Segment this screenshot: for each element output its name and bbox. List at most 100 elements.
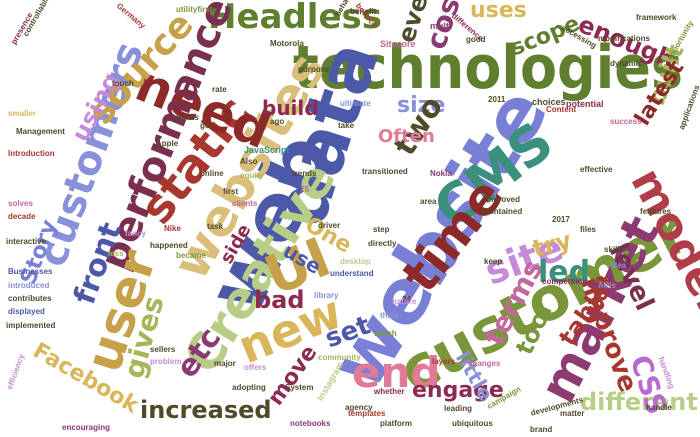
word-equity: equity bbox=[240, 171, 264, 180]
word-templates: templates bbox=[348, 409, 386, 418]
word-potential: potential bbox=[566, 99, 604, 109]
word-adopting: adopting bbox=[232, 383, 266, 392]
word-platform: platform bbox=[380, 419, 412, 428]
word-good: good bbox=[466, 35, 486, 44]
word-bad: bad bbox=[254, 286, 305, 314]
word-area: area bbox=[420, 197, 437, 206]
word-2017: 2017 bbox=[552, 215, 570, 224]
word-engage: engage bbox=[412, 378, 504, 403]
word-24: 24 bbox=[402, 295, 411, 304]
word-solves: solves bbox=[8, 199, 33, 208]
word-features: features bbox=[640, 207, 672, 216]
word-increased: increased bbox=[140, 396, 272, 424]
word-uses: uses bbox=[470, 0, 527, 23]
word-displayed: displayed bbox=[8, 307, 45, 316]
word-efficiency: efficiency bbox=[5, 352, 27, 391]
word-keep: keep bbox=[484, 257, 503, 266]
word-end: end bbox=[352, 348, 441, 397]
word-transitioned: transitioned bbox=[362, 167, 408, 176]
word-improved: improved bbox=[484, 195, 521, 204]
word-offers: offers bbox=[244, 363, 267, 372]
word-leading: leading bbox=[444, 404, 473, 413]
word-fancy: fancy bbox=[125, 229, 146, 238]
word-brand: brand bbox=[530, 425, 553, 434]
word-sellers: sellers bbox=[150, 345, 176, 354]
word-management: Management bbox=[16, 127, 65, 136]
word-competition: competition bbox=[542, 277, 588, 286]
word-idea: idea bbox=[610, 261, 627, 270]
word-apis: APIs bbox=[598, 281, 616, 290]
word-major: major bbox=[214, 359, 236, 368]
word-notebooks: notebooks bbox=[290, 419, 331, 428]
word-changes: changes bbox=[468, 359, 501, 368]
word-ago: ago bbox=[270, 117, 285, 126]
word-online: online bbox=[200, 169, 224, 178]
word-driver: driver bbox=[318, 221, 341, 230]
word-different: different bbox=[580, 388, 698, 416]
word-success: success bbox=[610, 117, 642, 126]
word-clients: clients bbox=[232, 199, 258, 208]
word-implemented: implemented bbox=[6, 321, 56, 330]
word-75: 75 bbox=[300, 185, 309, 194]
word-maintained: maintained bbox=[480, 207, 523, 216]
word-interactive: interactive bbox=[6, 237, 47, 246]
word-apple: Apple bbox=[156, 139, 179, 148]
word-2011: 2011 bbox=[488, 95, 506, 104]
word-rate: rate bbox=[212, 85, 227, 94]
word-desktop: desktop bbox=[340, 257, 371, 266]
word-contributes: contributes bbox=[8, 294, 52, 303]
word-size: size bbox=[397, 93, 446, 118]
word-system: System bbox=[285, 383, 314, 392]
word-ultimate: ultimate bbox=[340, 99, 371, 108]
word-headless: Headless bbox=[208, 0, 382, 37]
word-layers: layers bbox=[432, 357, 456, 366]
word-often: Often bbox=[378, 126, 435, 147]
word-step: step bbox=[373, 225, 390, 234]
word-watch: watch bbox=[374, 329, 397, 338]
word-think: think bbox=[380, 311, 400, 320]
word-benefit: benefit bbox=[350, 7, 377, 16]
word-multi: multi bbox=[430, 21, 452, 31]
word-nike: Nike bbox=[164, 224, 181, 233]
word-framework: framework bbox=[636, 13, 677, 22]
word-technologies: technologies bbox=[293, 33, 683, 103]
word-whether: whether bbox=[374, 387, 405, 396]
word-nokia: Nokia bbox=[430, 169, 452, 178]
word-task: task bbox=[207, 222, 224, 231]
word-motorola: Motorola bbox=[270, 39, 304, 48]
word-take: take bbox=[338, 121, 355, 130]
word-germany: Germany bbox=[114, 1, 148, 31]
word-agency: agency bbox=[345, 403, 373, 412]
word-trends: trends bbox=[292, 169, 317, 178]
word-nature: nature bbox=[392, 297, 417, 306]
word-became: became bbox=[176, 251, 206, 260]
word-build: build bbox=[262, 96, 319, 120]
word-files: files bbox=[580, 225, 597, 234]
word-encouraging: encouraging bbox=[62, 423, 111, 432]
word-ubiquitous: ubiquitous bbox=[452, 419, 493, 428]
word-library: library bbox=[314, 291, 339, 300]
word-problem: problem bbox=[150, 357, 182, 366]
word-makes: makes bbox=[174, 113, 199, 122]
word-choices: choices bbox=[532, 97, 566, 107]
word-go: go bbox=[200, 121, 210, 130]
word-skills: skills bbox=[604, 245, 625, 254]
word-introduced: introduced bbox=[8, 281, 50, 290]
word-touch: touch bbox=[112, 79, 134, 88]
word-understand: understand bbox=[330, 269, 374, 278]
word-first: first bbox=[223, 187, 239, 196]
word-led: led bbox=[538, 255, 591, 290]
word-matter: matter bbox=[560, 409, 585, 418]
word-decade: decade bbox=[8, 212, 36, 221]
word-introduction: Introduction bbox=[8, 149, 55, 158]
word-also: Also bbox=[240, 157, 258, 166]
word-sitecore: Sitecore bbox=[380, 39, 416, 49]
word-utilityfirst: utilityfirst bbox=[176, 5, 213, 14]
word-directly: directly bbox=[368, 239, 397, 248]
word-handle: handle bbox=[646, 403, 672, 412]
word-javascript: JavaScript bbox=[244, 145, 290, 155]
word-modifications: modifications bbox=[598, 34, 651, 43]
word-businesses: Businesses bbox=[8, 267, 53, 276]
word-purpose: purpose bbox=[298, 65, 330, 74]
